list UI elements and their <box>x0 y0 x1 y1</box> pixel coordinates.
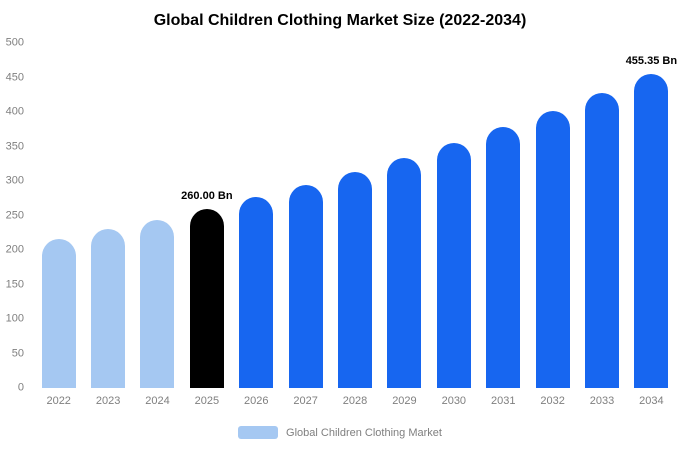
bar-2030 <box>436 143 471 388</box>
bar-slot <box>83 43 132 388</box>
y-tick-label: 150 <box>5 278 24 290</box>
bar-slot: 260.00 Bn <box>181 43 233 388</box>
x-tick-label: 2030 <box>441 395 467 407</box>
plot-area: 260.00 Bn 455.35 Bn <box>34 43 678 388</box>
bar-2023 <box>91 229 126 388</box>
bar-2027 <box>288 185 323 388</box>
x-tick-label: 2028 <box>342 395 368 407</box>
y-tick-label: 50 <box>11 347 24 359</box>
y-tick-label: 400 <box>5 105 24 118</box>
x-tick-label: 2027 <box>293 395 318 407</box>
bar-slot <box>34 43 83 388</box>
bar-2033 <box>584 92 619 388</box>
x-tick-label: 2023 <box>95 395 121 407</box>
y-tick-label: 200 <box>5 243 24 256</box>
y-tick-label: 450 <box>5 71 24 83</box>
x-tick-label: 2026 <box>244 395 269 407</box>
y-axis: 0 50 100 150 200 250 300 350 400 450 500 <box>0 37 28 393</box>
legend-swatch <box>238 426 279 439</box>
bar-slot <box>380 43 429 388</box>
bar-slot: 455.35 Bn <box>625 43 678 388</box>
y-tick-label: 250 <box>5 209 24 221</box>
bar-2022 <box>41 238 76 388</box>
bar-slot <box>479 43 528 388</box>
chart-title: Global Children Clothing Market Size (20… <box>153 12 527 29</box>
x-axis: 2022 2023 2024 2025 2026 2027 2028 2029 2030 2031… <box>34 395 676 407</box>
bar-2028 <box>338 172 373 388</box>
bar-value-label: 455.35 Bn <box>625 54 678 67</box>
bar-slot <box>330 43 379 388</box>
bar-slot <box>528 43 577 388</box>
legend: Global Children Clothing Market <box>0 426 680 439</box>
x-tick-label: 2031 <box>490 395 516 407</box>
y-tick-label: 500 <box>5 36 24 49</box>
x-tick-label: 2022 <box>46 395 71 407</box>
x-tick-label: 2032 <box>540 395 565 407</box>
bar-slot <box>281 43 330 388</box>
y-tick-label: 350 <box>5 140 24 152</box>
x-tick-label: 2029 <box>392 395 417 407</box>
bar-slot <box>577 43 626 388</box>
legend-label: Global Children Clothing Market <box>286 426 442 439</box>
bar-2031 <box>486 127 521 388</box>
bar-2026 <box>239 196 274 388</box>
bar-slot <box>133 43 182 388</box>
y-tick-label: 0 <box>17 381 24 394</box>
bar-2034 <box>634 73 669 388</box>
bar-2025 <box>189 208 224 388</box>
bar-value-label: 260.00 Bn <box>181 189 233 202</box>
y-tick-label: 300 <box>5 174 24 187</box>
bar-slot <box>429 43 478 388</box>
y-tick-label: 100 <box>5 312 24 325</box>
bar-2024 <box>140 219 175 388</box>
bar-2029 <box>387 157 422 388</box>
x-tick-label: 2025 <box>194 395 220 407</box>
bar-slot <box>232 43 281 388</box>
x-tick-label: 2033 <box>589 395 615 407</box>
bar-2032 <box>535 110 570 388</box>
x-tick-label: 2034 <box>639 395 664 407</box>
x-tick-label: 2024 <box>145 395 170 407</box>
